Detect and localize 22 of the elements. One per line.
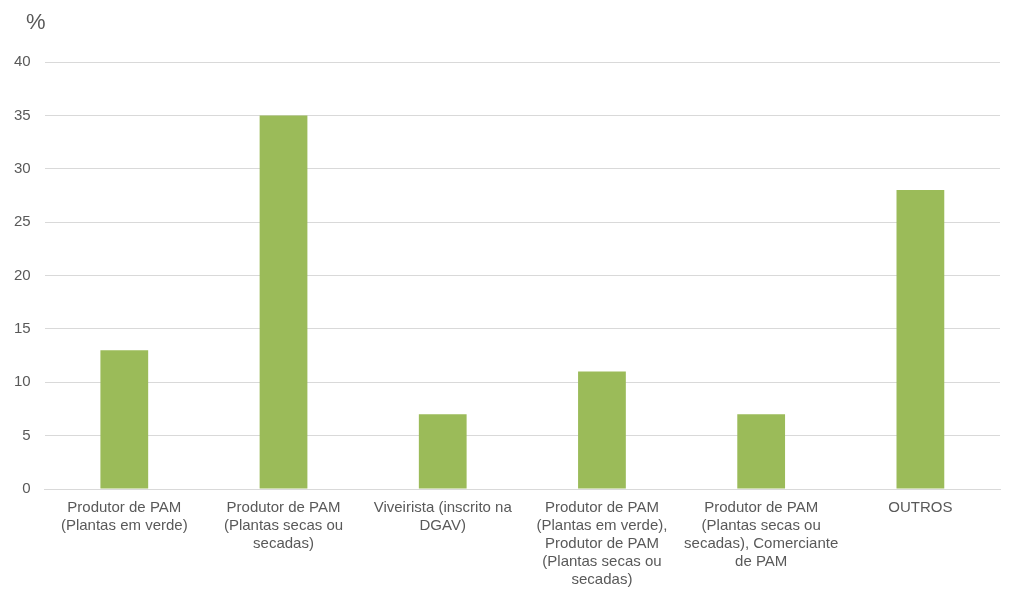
y-tick-label: 35 — [14, 105, 31, 123]
y-tick-label: 30 — [14, 158, 31, 176]
y-axis-title: % — [26, 9, 46, 35]
bar — [100, 350, 149, 489]
x-tick-label: OUTROS — [888, 498, 953, 516]
y-tick-label: 10 — [14, 372, 31, 390]
bar — [259, 115, 308, 489]
y-tick-label: 25 — [14, 212, 31, 230]
y-tick-label: 5 — [22, 425, 31, 443]
x-tick-label: Viveirista (inscrito na DGAV) — [373, 498, 513, 534]
bar — [418, 414, 467, 489]
bar — [737, 414, 786, 489]
bar — [578, 371, 626, 489]
bar — [896, 190, 945, 489]
x-tick-label: Produtor de PAM (Plantas secas ou secadas), Comerciante de PAM — [684, 498, 839, 570]
x-tick-label: Produtor de PAM (Plantas em verde), Produtor de PAM (Plantas secas ou secadas) — [536, 498, 668, 588]
x-tick-label: Produtor de PAM (Plantas secas ou secadas) — [223, 498, 344, 552]
y-tick-label: 15 — [14, 319, 31, 337]
y-tick-label: 20 — [14, 265, 31, 283]
y-tick-label: 40 — [14, 52, 31, 70]
x-tick-label: Produtor de PAM (Plantas em verde) — [60, 498, 188, 534]
y-tick-label: 0 — [22, 479, 31, 497]
